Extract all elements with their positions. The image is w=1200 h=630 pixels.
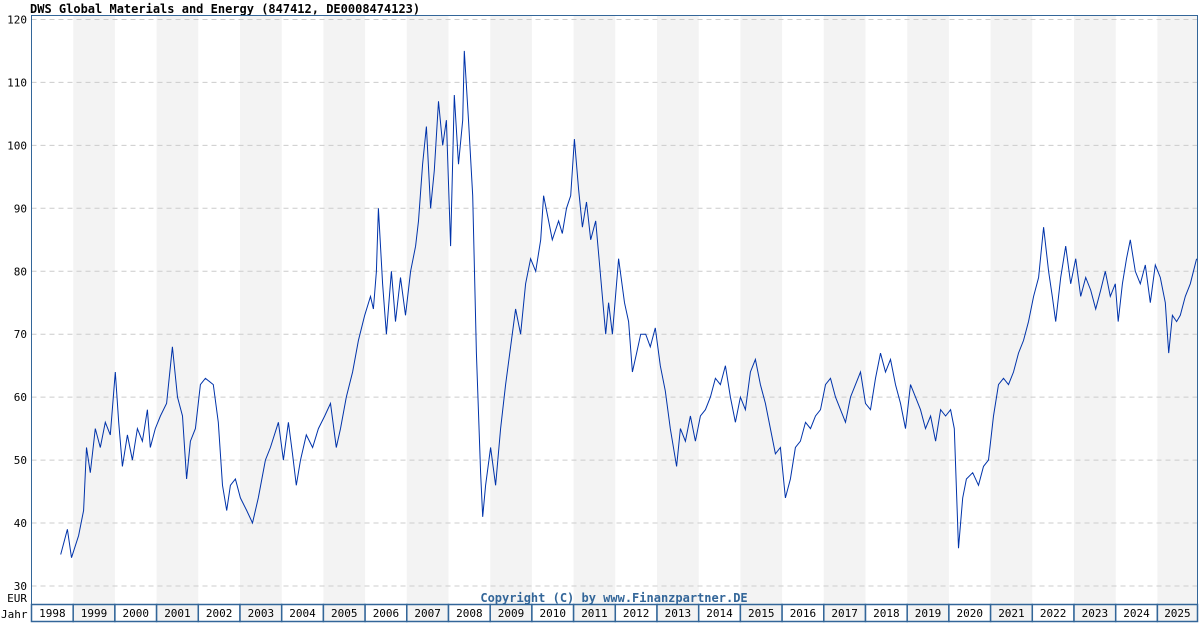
year-label-2002: 2002 (206, 607, 233, 620)
year-label-2022: 2022 (1040, 607, 1067, 620)
y-tick-70: 70 (14, 328, 27, 341)
year-label-1999: 1999 (81, 607, 108, 620)
year-band-2005 (323, 15, 366, 605)
year-label-2011: 2011 (581, 607, 608, 620)
copyright-text: Copyright (C) by www.Finanzpartner.DE (480, 591, 747, 605)
year-band-2019 (907, 15, 949, 605)
year-label-2004: 2004 (289, 607, 316, 620)
year-label-2007: 2007 (414, 607, 441, 620)
y-tick-120: 120 (7, 13, 27, 26)
year-label-1998: 1998 (39, 607, 66, 620)
year-label-2025: 2025 (1164, 607, 1191, 620)
year-cell-2025 (1156, 603, 1199, 623)
y-tick-40: 40 (14, 517, 27, 530)
year-band-2001 (156, 15, 199, 605)
y-tick-50: 50 (14, 454, 27, 467)
year-label-2005: 2005 (331, 607, 358, 620)
y-tick-60: 60 (14, 391, 27, 404)
year-band-2017 (823, 15, 866, 605)
year-band-2021 (990, 15, 1033, 605)
year-label-2019: 2019 (915, 607, 942, 620)
year-label-2010: 2010 (540, 607, 567, 620)
chart-title: DWS Global Materials and Energy (847412,… (30, 2, 420, 16)
year-label-2024: 2024 (1123, 607, 1150, 620)
year-band-2025 (1157, 15, 1198, 605)
year-band-1999 (73, 15, 115, 605)
year-band-2013 (657, 15, 699, 605)
year-label-2018: 2018 (873, 607, 900, 620)
year-band-2009 (490, 15, 532, 605)
year-label-2020: 2020 (957, 607, 984, 620)
year-label-2017: 2017 (831, 607, 858, 620)
y-tick-90: 90 (14, 202, 27, 215)
year-label-2015: 2015 (748, 607, 775, 620)
year-band-2007 (406, 15, 449, 605)
year-label-2021: 2021 (998, 607, 1025, 620)
year-band-2003 (240, 15, 282, 605)
year-label-2023: 2023 (1082, 607, 1109, 620)
y-tick-100: 100 (7, 139, 27, 152)
y-axis-unit: EUR (7, 592, 27, 605)
y-tick-30: 30 (14, 580, 27, 593)
y-tick-80: 80 (14, 265, 27, 278)
x-axis-label: Jahr (1, 608, 28, 621)
year-label-2001: 2001 (164, 607, 191, 620)
year-label-2000: 2000 (123, 607, 150, 620)
year-label-2013: 2013 (665, 607, 692, 620)
year-band-2015 (740, 15, 783, 605)
price-line (60, 50, 1198, 558)
year-label-2003: 2003 (248, 607, 275, 620)
y-tick-110: 110 (7, 76, 27, 89)
year-label-2006: 2006 (373, 607, 400, 620)
year-label-2016: 2016 (790, 607, 817, 620)
year-label-2014: 2014 (706, 607, 733, 620)
year-label-2008: 2008 (456, 607, 483, 620)
year-label-2012: 2012 (623, 607, 650, 620)
year-label-2009: 2009 (498, 607, 525, 620)
year-band-2023 (1074, 15, 1116, 605)
